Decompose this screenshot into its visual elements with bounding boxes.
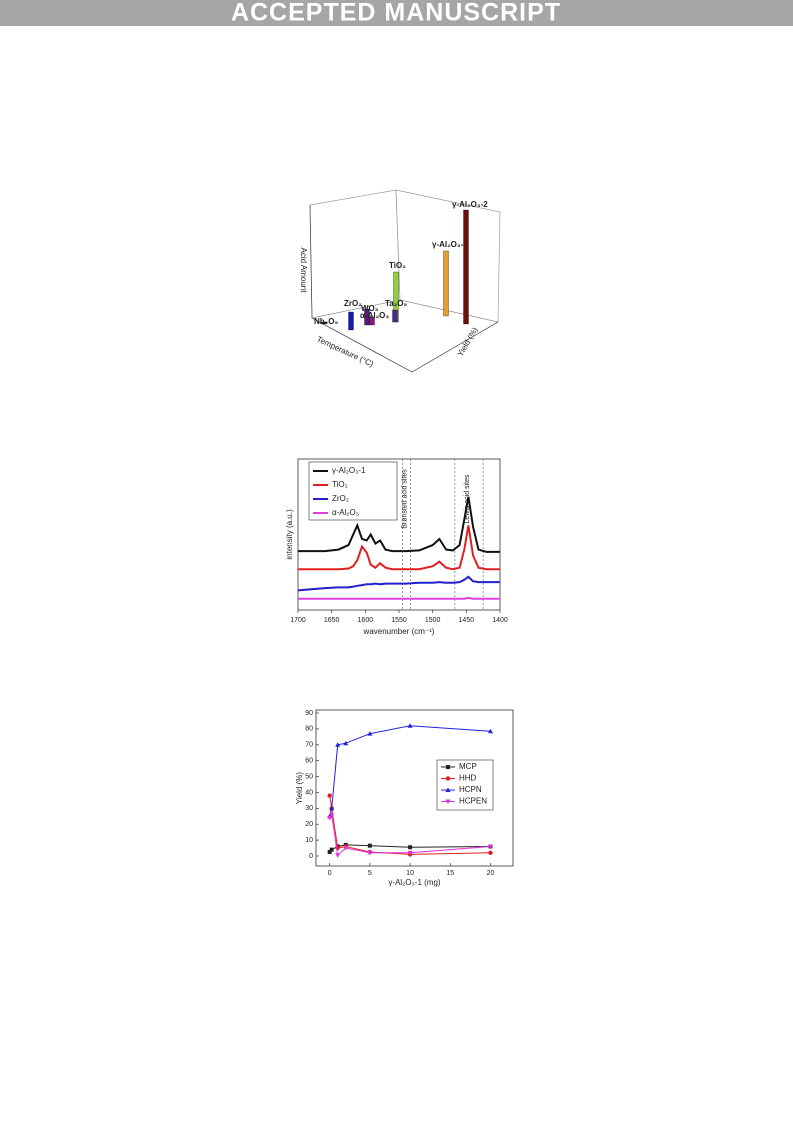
- bar: [392, 309, 398, 323]
- point: [329, 805, 335, 811]
- point: [367, 731, 373, 736]
- legend-label: α-Al₂O₃: [332, 508, 359, 517]
- z-axis: [309, 204, 313, 319]
- point: [488, 850, 493, 856]
- y-tick-label: 40: [305, 789, 313, 796]
- point: [407, 723, 413, 728]
- x-tick-label: 20: [487, 870, 495, 877]
- x-tick-label: 1650: [324, 617, 340, 624]
- y-tick-label: 60: [305, 758, 313, 765]
- bar-label: TiO₂: [389, 261, 406, 270]
- legend-label: HCPN: [459, 785, 482, 794]
- bar-label: γ-Al₂O₃-1: [432, 240, 468, 249]
- figure-3d: [309, 189, 501, 373]
- point: [327, 793, 332, 798]
- x-tick-label: 5: [368, 870, 372, 877]
- x-tick-label: 1450: [459, 617, 475, 624]
- region-label: Brønsted acid sites: [401, 469, 408, 529]
- spectrum: [298, 596, 500, 600]
- legend-label: TiO₂: [332, 480, 348, 489]
- header-text: ACCEPTED MANUSCRIPT: [231, 0, 561, 27]
- y-tick-label: 0: [309, 853, 313, 860]
- point: [407, 850, 413, 856]
- point: [327, 850, 332, 855]
- point: [367, 850, 373, 856]
- spectrum: [298, 496, 500, 553]
- legend-label: γ-Al₂O₃-1: [332, 466, 366, 475]
- x-tick-label: 15: [446, 870, 454, 877]
- y-tick-label: 70: [305, 742, 313, 749]
- legend-marker: [446, 765, 450, 769]
- legend-label: HHD: [459, 774, 477, 783]
- x-tick-label: 0: [328, 870, 332, 877]
- bar: [463, 209, 469, 325]
- bar-label: Ta₂O₅: [385, 299, 408, 308]
- legend-label: HCPEN: [459, 797, 487, 806]
- y-tick-label: 20: [305, 821, 313, 828]
- x-axis-label: wavenumber (cm⁻¹): [363, 627, 435, 636]
- bar: [443, 250, 449, 317]
- y-axis: [411, 321, 499, 373]
- bar-label: γ-Al₂O₃-2: [452, 200, 488, 209]
- x-tick-label: 10: [406, 870, 414, 877]
- x-tick-label: 1700: [290, 617, 306, 624]
- point: [408, 845, 413, 850]
- legend-marker: [445, 776, 451, 781]
- point: [329, 812, 335, 818]
- point: [343, 846, 349, 851]
- point: [335, 853, 341, 858]
- x-tick-label: 1500: [425, 617, 441, 624]
- figure-yield: 0 5 10 15 20 0 10 20 30 40 50 60 70 80 90 γ-Al₂O₃-1 (mg…: [295, 709, 514, 887]
- bar-label: ZrO₂: [344, 299, 362, 308]
- x-tick-label: 1400: [492, 617, 508, 624]
- point: [343, 740, 349, 746]
- plot-frame: [315, 709, 514, 867]
- point: [487, 844, 493, 849]
- x-axis-label: γ-Al₂O₃-1 (mg): [388, 878, 440, 887]
- y-axis-label: Yield (%): [295, 772, 304, 804]
- spectrum: [298, 525, 500, 571]
- legend-marker: [445, 787, 451, 792]
- figure-spectra: 1700 1650 1600 1550 1500 1450 1400 wavenumber (…: [285, 458, 508, 636]
- bar-label: Nb₂O₅: [314, 317, 338, 326]
- spectrum: [297, 575, 500, 592]
- bar: [348, 311, 354, 331]
- y-tick-label: 30: [305, 805, 313, 812]
- bar-label: α-Al₂O₃: [360, 311, 389, 320]
- y-tick-label: 10: [305, 837, 313, 844]
- z-axis-label: Acid Amount: [299, 248, 308, 294]
- bar-label: WO₃: [361, 304, 379, 313]
- x-axis: [311, 317, 413, 373]
- y-tick-label: 80: [305, 726, 313, 733]
- y-axis-label: intensity (a.u.): [285, 509, 294, 560]
- legend-label: ZrO₂: [332, 494, 349, 503]
- y-tick-label: 90: [305, 710, 313, 717]
- x-tick-label: 1550: [391, 617, 407, 624]
- legend-label: MCP: [459, 762, 477, 771]
- header-bar: [0, 0, 793, 26]
- bar: [369, 316, 375, 326]
- x-tick-label: 1600: [358, 617, 374, 624]
- y-tick-label: 50: [305, 773, 313, 780]
- bar: [321, 321, 327, 325]
- point: [335, 742, 341, 747]
- point: [327, 815, 333, 821]
- point: [367, 843, 372, 848]
- point: [329, 847, 334, 852]
- legend-marker: [445, 799, 451, 804]
- point: [487, 728, 493, 734]
